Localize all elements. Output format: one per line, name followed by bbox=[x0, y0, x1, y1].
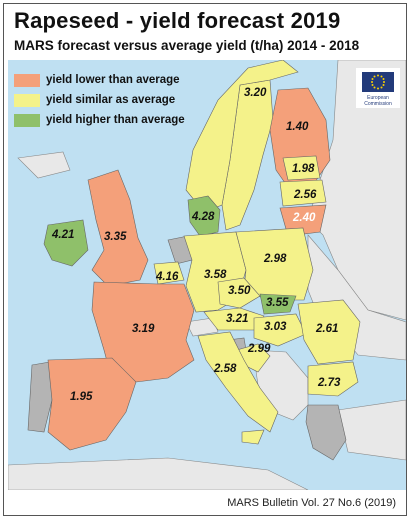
label-spain: 1.95 bbox=[70, 391, 93, 403]
eu-commission-logo: European Commission bbox=[356, 68, 400, 108]
country-estonia bbox=[282, 155, 321, 181]
country-portugal bbox=[27, 361, 53, 433]
country-lithuania bbox=[279, 204, 327, 237]
country-greece bbox=[305, 404, 347, 461]
label-czechia: 3.50 bbox=[228, 285, 251, 297]
legend-swatch-similar bbox=[14, 93, 40, 107]
country-hungary bbox=[253, 313, 307, 347]
logo-line-1: European bbox=[367, 95, 389, 101]
label-austria: 3.21 bbox=[226, 313, 248, 325]
country-ireland bbox=[43, 219, 89, 267]
label-romania: 2.61 bbox=[315, 323, 338, 335]
figure-frame: Rapeseed - yield forecast 2019 MARS fore… bbox=[3, 3, 407, 516]
legend-item-higher: yield higher than average bbox=[14, 110, 185, 130]
label-ireland: 4.21 bbox=[51, 229, 74, 241]
country-romania bbox=[297, 299, 361, 365]
legend-label-similar: yield similar as average bbox=[46, 94, 176, 106]
label-croatia: 2.99 bbox=[247, 343, 271, 355]
country-sicily bbox=[241, 429, 265, 445]
logo-line-2: Commission bbox=[364, 101, 392, 107]
land-switzerland bbox=[185, 317, 219, 337]
country-belgium bbox=[153, 261, 185, 285]
eu-stars-icon bbox=[371, 74, 385, 90]
label-denmark: 4.28 bbox=[191, 211, 215, 223]
label-uk: 3.35 bbox=[104, 231, 127, 243]
land-africa bbox=[8, 457, 309, 490]
legend: yield lower than average yield similar a… bbox=[14, 70, 185, 130]
country-bulgaria bbox=[307, 361, 359, 397]
land-iceland bbox=[17, 151, 71, 179]
legend-swatch-lower bbox=[14, 73, 40, 87]
label-poland: 2.98 bbox=[263, 253, 287, 265]
label-norway: 3.20 bbox=[244, 87, 267, 99]
label-finland: 1.40 bbox=[286, 121, 309, 133]
label-lithuania: 2.40 bbox=[292, 212, 316, 224]
label-hungary: 3.03 bbox=[264, 321, 287, 333]
label-bulgaria: 2.73 bbox=[317, 377, 341, 389]
label-germany: 3.58 bbox=[204, 269, 227, 281]
land-turkey bbox=[337, 399, 406, 461]
eu-flag-icon bbox=[362, 72, 394, 92]
legend-item-similar: yield similar as average bbox=[14, 90, 185, 110]
country-uk bbox=[87, 169, 149, 287]
legend-swatch-higher bbox=[14, 113, 40, 127]
label-belgium: 4.16 bbox=[155, 271, 179, 283]
country-italy bbox=[197, 331, 279, 433]
legend-label-higher: yield higher than average bbox=[46, 114, 185, 126]
legend-label-lower: yield lower than average bbox=[46, 74, 180, 86]
label-slovakia: 3.55 bbox=[266, 297, 289, 309]
map-title: Rapeseed - yield forecast 2019 bbox=[14, 8, 341, 33]
country-slovakia bbox=[259, 293, 297, 315]
source-footer: MARS Bulletin Vol. 27 No.6 (2019) bbox=[227, 497, 396, 509]
legend-item-lower: yield lower than average bbox=[14, 70, 185, 90]
country-spain bbox=[47, 357, 137, 451]
label-italy: 2.58 bbox=[213, 363, 237, 375]
label-france: 3.19 bbox=[132, 323, 155, 335]
label-latvia: 2.56 bbox=[293, 189, 317, 201]
country-latvia bbox=[279, 179, 327, 207]
map-subtitle: MARS forecast versus average yield (t/ha… bbox=[14, 38, 360, 53]
country-denmark bbox=[187, 195, 221, 237]
europe-map: 3.20 1.40 1.98 2.56 2.40 4.28 4.21 3.35 … bbox=[8, 60, 406, 490]
country-france bbox=[91, 281, 195, 383]
label-estonia: 1.98 bbox=[292, 163, 315, 175]
country-czechia bbox=[217, 277, 261, 309]
map-area: 3.20 1.40 1.98 2.56 2.40 4.28 4.21 3.35 … bbox=[8, 60, 406, 490]
